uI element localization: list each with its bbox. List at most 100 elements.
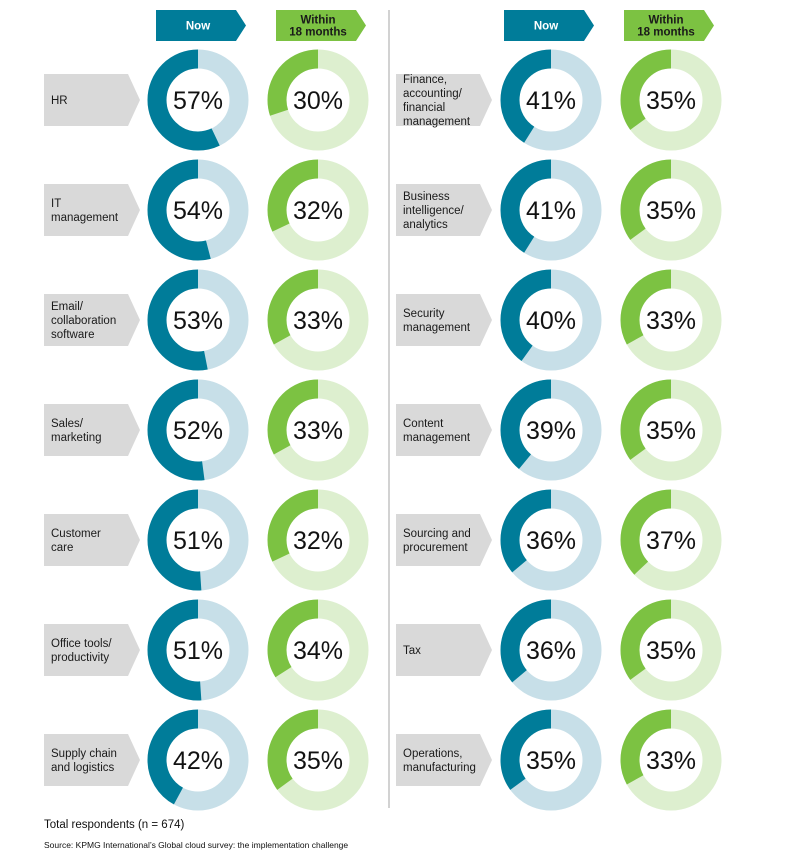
office-tools-productivity-within-value-label: 34% <box>293 637 343 665</box>
it-management-within-donut-arc <box>267 159 369 261</box>
hr-label: HR <box>51 95 68 107</box>
customer-care-label: care <box>51 542 73 554</box>
content-management-now-donut-arc <box>500 379 602 481</box>
now-header-arrow <box>156 10 246 41</box>
tax-label-arrow <box>396 624 492 676</box>
finance-accounting-financial-management-within-donut-arc <box>620 49 722 151</box>
it-management-label: IT <box>51 198 61 210</box>
supply-chain-and-logistics-within-donut-arc <box>267 709 369 811</box>
within-header-label: 18 months <box>637 27 695 39</box>
supply-chain-and-logistics-label: Supply chain <box>51 748 117 760</box>
operations-manufacturing-label: manufacturing <box>403 762 476 774</box>
sourcing-and-procurement-label-arrow <box>396 514 492 566</box>
business-intelligence-analytics-within-donut-arc <box>620 159 722 261</box>
finance-accounting-financial-management-now-value-label: 41% <box>526 87 576 115</box>
office-tools-productivity-now-value-label: 51% <box>173 637 223 665</box>
finance-accounting-financial-management-label: management <box>403 116 471 128</box>
security-management-now-value-label: 40% <box>526 307 576 335</box>
security-management-label: management <box>403 322 471 334</box>
business-intelligence-analytics-label: intelligence/ <box>403 205 465 217</box>
operations-manufacturing-within-donut-arc <box>620 709 722 811</box>
email-collaboration-software-label: software <box>51 329 94 341</box>
sales-marketing-label: Sales/ <box>51 418 84 430</box>
security-management-now-donut-arc <box>500 269 602 371</box>
business-intelligence-analytics-label-arrow <box>396 184 492 236</box>
hr-now-donut-arc <box>147 49 249 151</box>
now-header-arrow <box>504 10 594 41</box>
it-management-now-donut-arc <box>147 159 249 261</box>
office-tools-productivity-now-donut-arc <box>147 599 249 701</box>
now-header-label: Now <box>186 21 210 33</box>
business-intelligence-analytics-now-value-label: 41% <box>526 197 576 225</box>
customer-care-label: Customer <box>51 528 101 540</box>
now-header-label: Now <box>534 21 558 33</box>
finance-accounting-financial-management-label: financial <box>403 102 445 114</box>
content-management-within-donut-arc <box>620 379 722 481</box>
hr-now-value-label: 57% <box>173 87 223 115</box>
tax-now-value-label: 36% <box>526 637 576 665</box>
customer-care-now-donut-arc <box>147 489 249 591</box>
operations-manufacturing-now-donut-arc <box>500 709 602 811</box>
tax-within-donut-arc <box>620 599 722 701</box>
sales-marketing-now-donut-arc <box>147 379 249 481</box>
sourcing-and-procurement-label: procurement <box>403 542 468 554</box>
sourcing-and-procurement-label: Sourcing and <box>403 528 471 540</box>
operations-manufacturing-now-value-label: 35% <box>526 747 576 775</box>
tax-now-donut-arc <box>500 599 602 701</box>
it-management-now-value-label: 54% <box>173 197 223 225</box>
operations-manufacturing-label-arrow <box>396 734 492 786</box>
sourcing-and-procurement-now-value-label: 36% <box>526 527 576 555</box>
content-management-label: management <box>403 432 471 444</box>
tax-within-value-label: 35% <box>646 637 696 665</box>
business-intelligence-analytics-label: Business <box>403 191 450 203</box>
sales-marketing-label-arrow <box>44 404 140 456</box>
customer-care-now-value-label: 51% <box>173 527 223 555</box>
email-collaboration-software-label: Email/ <box>51 301 84 313</box>
it-management-label-arrow <box>44 184 140 236</box>
email-collaboration-software-now-donut-arc <box>147 269 249 371</box>
supply-chain-and-logistics-within-value-label: 35% <box>293 747 343 775</box>
sourcing-and-procurement-now-donut-arc <box>500 489 602 591</box>
business-intelligence-analytics-now-donut-arc <box>500 159 602 261</box>
office-tools-productivity-within-donut-arc <box>267 599 369 701</box>
it-management-label: management <box>51 212 119 224</box>
email-collaboration-software-within-value-label: 33% <box>293 307 343 335</box>
source-note: Source: KPMG International’s Global clou… <box>44 840 349 850</box>
it-management-within-value-label: 32% <box>293 197 343 225</box>
sales-marketing-within-value-label: 33% <box>293 417 343 445</box>
office-tools-productivity-label-arrow <box>44 624 140 676</box>
operations-manufacturing-label: Operations, <box>403 748 462 760</box>
finance-accounting-financial-management-now-donut-arc <box>500 49 602 151</box>
within-header-arrow <box>624 10 714 41</box>
email-collaboration-software-label: collaboration <box>51 315 116 327</box>
finance-accounting-financial-management-label-arrow <box>396 74 492 126</box>
sales-marketing-label: marketing <box>51 432 102 444</box>
hr-within-donut-arc <box>267 49 369 151</box>
total-respondents-note: Total respondents (n = 674) <box>44 819 185 831</box>
supply-chain-and-logistics-label-arrow <box>44 734 140 786</box>
supply-chain-and-logistics-now-value-label: 42% <box>173 747 223 775</box>
security-management-within-donut-arc <box>620 269 722 371</box>
security-management-within-value-label: 33% <box>646 307 696 335</box>
office-tools-productivity-label: productivity <box>51 652 109 664</box>
within-header-label: Within <box>300 15 335 27</box>
customer-care-within-donut-arc <box>267 489 369 591</box>
content-management-now-value-label: 39% <box>526 417 576 445</box>
email-collaboration-software-within-donut-arc <box>267 269 369 371</box>
finance-accounting-financial-management-label: Finance, <box>403 74 447 86</box>
operations-manufacturing-within-value-label: 33% <box>646 747 696 775</box>
within-header-arrow <box>276 10 366 41</box>
business-intelligence-analytics-within-value-label: 35% <box>646 197 696 225</box>
supply-chain-and-logistics-label: and logistics <box>51 762 115 774</box>
email-collaboration-software-now-value-label: 53% <box>173 307 223 335</box>
within-header-label: 18 months <box>289 27 347 39</box>
content-management-label: Content <box>403 418 444 430</box>
within-header-label: Within <box>648 15 683 27</box>
tax-label: Tax <box>403 645 421 657</box>
email-collaboration-software-label-arrow <box>44 294 140 346</box>
hr-within-value-label: 30% <box>293 87 343 115</box>
sales-marketing-now-value-label: 52% <box>173 417 223 445</box>
sourcing-and-procurement-within-value-label: 37% <box>646 527 696 555</box>
finance-accounting-financial-management-label: accounting/ <box>403 88 463 100</box>
